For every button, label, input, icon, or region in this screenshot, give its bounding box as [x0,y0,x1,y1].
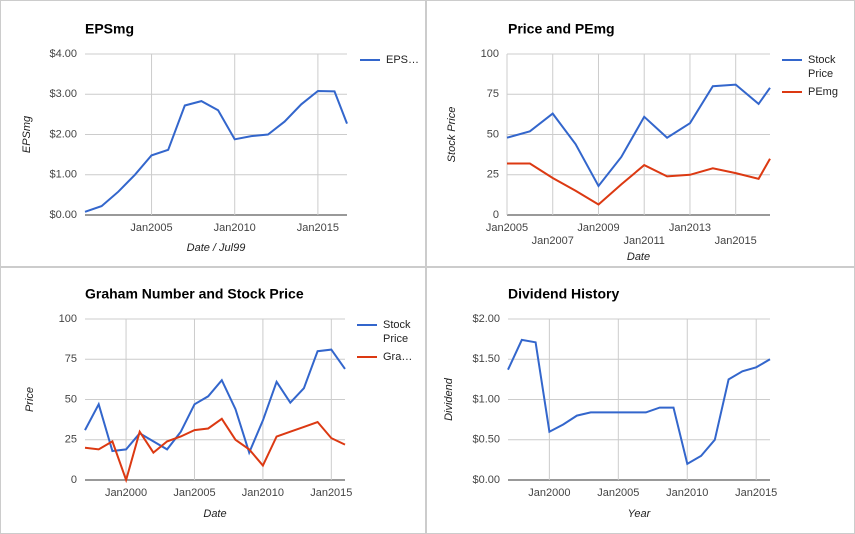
panel [0,0,426,267]
y-tick-label: $0.00 [49,209,77,221]
y-tick-label: $2.00 [472,313,500,325]
x-tick-label: Jan2005 [173,487,215,499]
chart-title: Graham Number and Stock Price [85,286,304,302]
x-tick-label: Jan2000 [528,487,570,499]
chart-title: Dividend History [508,286,619,302]
x-tick-label: Jan2007 [532,235,574,247]
y-tick-label: 0 [71,474,77,486]
x-tick-label: Jan2010 [242,487,284,499]
legend-label: Stock Price [808,54,839,80]
series-line [507,338,771,466]
chart-title: Price and PEmg [508,21,615,37]
x-tick-label: Jan2009 [577,222,619,234]
legend-label: EPS… [386,54,419,66]
y-tick-label: 75 [487,88,499,100]
series-line [84,417,346,484]
y-tick-label: $3.00 [49,88,77,100]
x-tick-label: Jan2005 [597,487,639,499]
y-tick-label: 75 [65,353,77,365]
y-tick-label: 0 [493,209,499,221]
x-tick-label: Jan2005 [130,222,172,234]
y-axis-label: Stock Price [446,107,458,163]
y-tick-label: $1.00 [472,393,500,405]
y-tick-label: 50 [487,128,499,140]
y-tick-label: 25 [487,169,499,181]
x-axis-label: Year [628,508,652,520]
x-tick-label: Jan2015 [310,487,352,499]
x-tick-label: Jan2015 [735,487,777,499]
x-axis-label: Date [627,251,650,263]
x-axis-label: Date / Jul99 [187,242,246,254]
y-tick-label: 100 [481,48,499,60]
x-axis-label: Date [203,508,226,520]
x-tick-label: Jan2013 [669,222,711,234]
legend-label: Stock Price [383,319,414,345]
series-line [84,348,346,456]
series-line [84,89,348,213]
y-axis-label: Dividend [443,377,455,421]
x-tick-label: Jan2011 [624,235,665,247]
x-tick-label: Jan2000 [105,487,147,499]
y-axis-label: EPSmg [21,115,33,153]
y-tick-label: $4.00 [49,48,77,60]
chart-title: EPSmg [85,21,134,37]
y-axis-label: Price [24,387,36,412]
y-tick-label: $2.00 [49,128,77,140]
y-tick-label: 50 [65,393,77,405]
legend-label: Gra… [383,351,412,363]
series-line [506,83,771,188]
x-tick-label: Jan2010 [214,222,256,234]
legend-label: PEmg [808,86,838,98]
y-tick-label: $1.50 [472,353,500,365]
series-line [507,158,771,206]
x-tick-label: Jan2010 [666,487,708,499]
y-tick-label: 100 [59,313,77,325]
x-tick-label: Jan2015 [715,235,757,247]
x-tick-label: Jan2015 [297,222,339,234]
y-tick-label: $0.50 [472,434,500,446]
x-tick-label: Jan2005 [486,222,528,234]
y-tick-label: $0.00 [472,474,500,486]
y-tick-label: 25 [65,434,77,446]
y-tick-label: $1.00 [49,169,77,181]
